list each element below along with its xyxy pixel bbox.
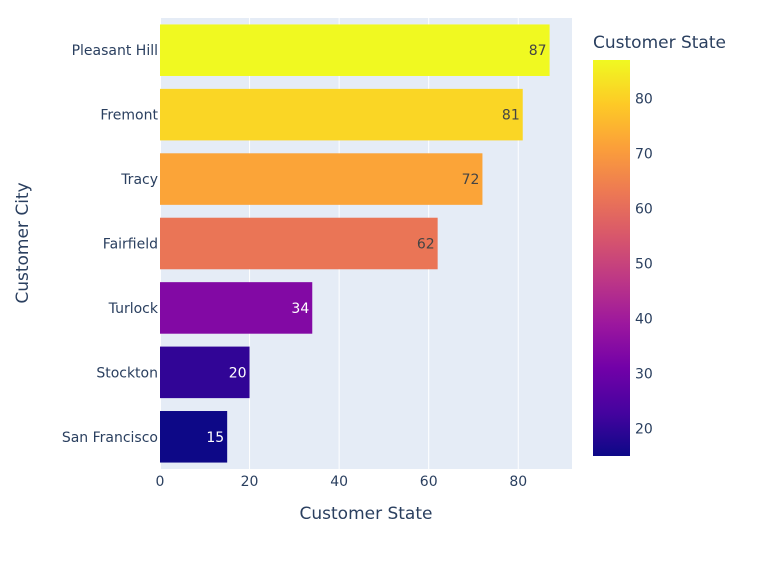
x-axis-ticks: 0 20 40 60 80 (156, 474, 528, 490)
colorbar-tick-label: 60 (635, 202, 653, 218)
colorbar-ticks: 20 30 40 50 60 70 80 (635, 92, 653, 438)
x-axis-title: Customer State (300, 504, 433, 524)
bar-value-label: 72 (462, 172, 480, 188)
bar (160, 282, 313, 334)
colorbar (593, 60, 630, 456)
x-tick-label: 20 (241, 474, 259, 490)
colorbar-tick-label: 50 (635, 257, 653, 273)
bar-value-label: 15 (206, 430, 224, 446)
colorbar-title: Customer State (593, 33, 726, 53)
colorbar-tick-label: 40 (635, 312, 653, 328)
x-tick-label: 0 (156, 474, 165, 490)
y-tick-label: Fremont (100, 108, 158, 124)
bar (160, 217, 438, 270)
colorbar-tick-label: 80 (635, 92, 653, 108)
bar (160, 346, 250, 399)
bar-value-label: 87 (529, 43, 547, 59)
bar (160, 153, 483, 205)
x-tick-label: 60 (420, 474, 438, 490)
bar-value-label: 34 (291, 301, 309, 317)
colorbar-tick-label: 70 (635, 147, 653, 163)
colorbar-tick-label: 30 (635, 367, 653, 383)
bar-value-label: 20 (229, 365, 247, 381)
x-tick-label: 40 (330, 474, 348, 490)
bar (160, 88, 523, 141)
y-tick-label: Stockton (96, 365, 158, 381)
bar-value-label: 81 (502, 108, 520, 124)
y-tick-label: Tracy (120, 172, 158, 188)
colorbar-tick-label: 20 (635, 422, 653, 438)
x-tick-label: 80 (509, 474, 527, 490)
bars: 15 20 34 62 72 81 87 (160, 24, 550, 463)
y-tick-label: Fairfield (103, 237, 158, 253)
y-tick-label: Pleasant Hill (72, 43, 158, 59)
y-tick-label: Turlock (108, 301, 159, 317)
y-tick-label: San Francisco (62, 430, 158, 446)
bar-value-label: 62 (417, 237, 435, 253)
y-axis-title: Customer City (13, 182, 33, 303)
y-axis-ticks: San Francisco Stockton Turlock Fairfield Tra… (62, 43, 159, 446)
bar (160, 24, 550, 76)
bar (160, 411, 228, 463)
